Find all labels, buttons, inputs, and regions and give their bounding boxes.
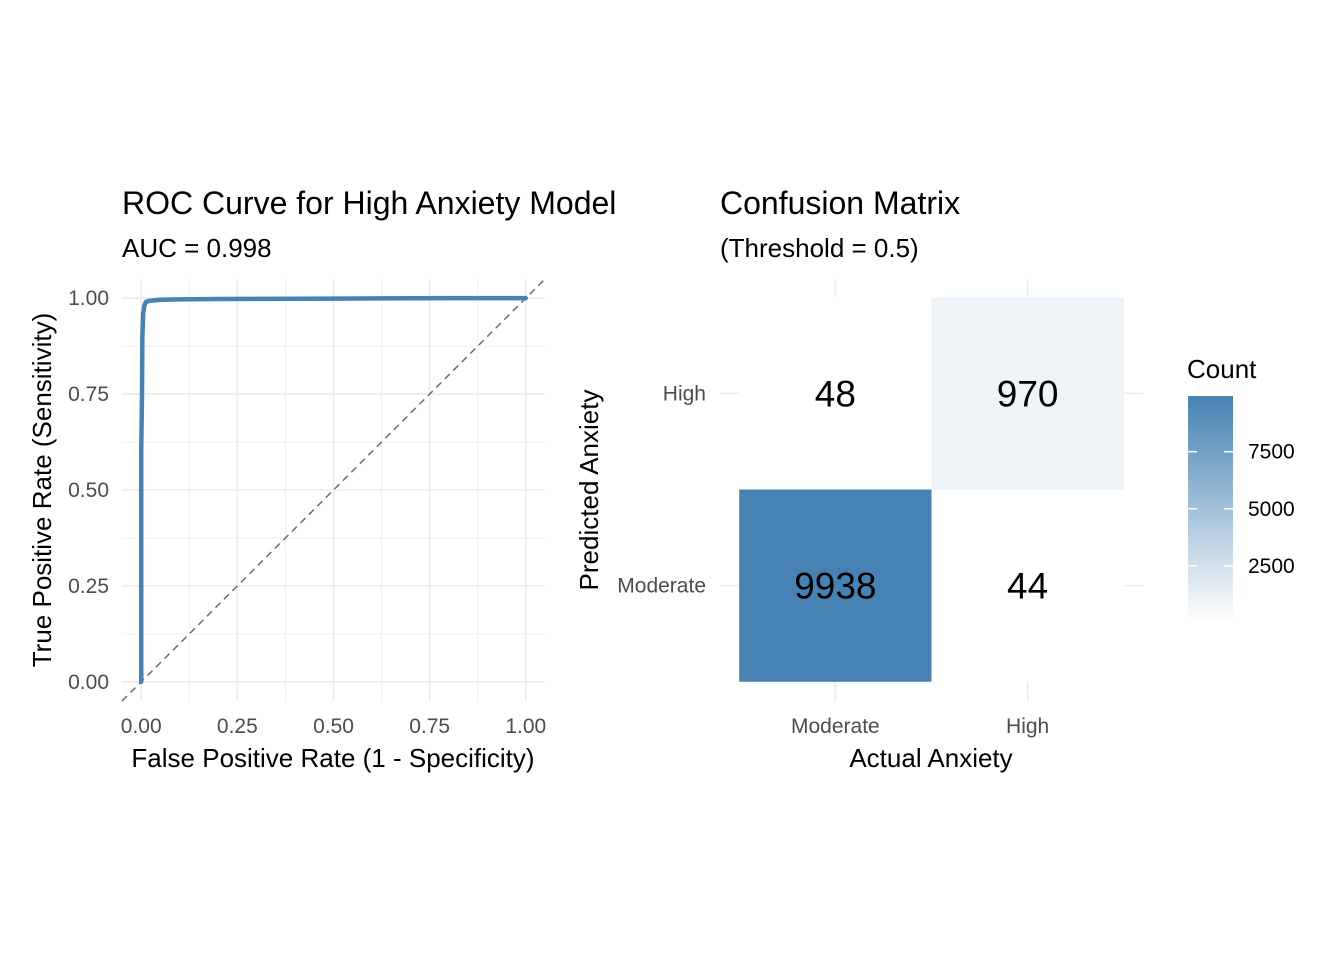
cm-cell-value: 48: [815, 373, 856, 414]
cm-x-tick-label: Moderate: [791, 715, 880, 738]
roc-x-ticks: 0.00 0.25 0.50 0.75 1.00: [121, 715, 546, 738]
cm-x-axis-title: Actual Anxiety: [849, 743, 1012, 773]
roc-curve-line: [138, 295, 529, 685]
roc-y-tick-label: 0.50: [68, 479, 109, 502]
cm-cell-value: 970: [997, 373, 1059, 414]
cm-cell-value: 9938: [794, 566, 876, 607]
cm-cell-high-moderate: [739, 297, 932, 490]
roc-y-tick-label: 0.00: [68, 671, 109, 694]
cm-x-tick-label: High: [1006, 715, 1049, 738]
legend-tick-label: 2500: [1248, 555, 1295, 578]
roc-x-tick-label: 0.50: [313, 715, 354, 738]
cm-y-tick-label: Moderate: [617, 575, 706, 598]
roc-x-tick-label: 0.75: [409, 715, 450, 738]
cm-cell-moderate-high: [931, 489, 1124, 682]
cm-x-ticks: Moderate High: [791, 715, 1049, 738]
roc-y-axis-title: True Positive Rate (Sensitivity): [27, 313, 57, 667]
roc-y-ticks: 0.00 0.25 0.50 0.75 1.00: [68, 287, 109, 694]
roc-y-tick-label: 0.75: [68, 383, 109, 406]
legend-ticks: 2500 5000 7500: [1188, 441, 1295, 578]
roc-title: ROC Curve for High Anxiety Model: [122, 185, 616, 221]
roc-diagonal-reference: [121, 278, 546, 702]
roc-reference-line: [121, 278, 546, 702]
cm-y-tick-label: High: [663, 382, 706, 405]
roc-y-tick-label: 1.00: [68, 287, 109, 310]
roc-x-axis-title: False Positive Rate (1 - Specificity): [131, 743, 534, 773]
roc-series: [138, 295, 529, 685]
cm-legend: Count 2500 5000 7500: [1187, 354, 1295, 622]
cm-cell-moderate-moderate: [739, 489, 932, 682]
roc-y-tick-label: 0.25: [68, 575, 109, 598]
legend-tick-label: 5000: [1248, 498, 1295, 521]
roc-x-tick-label: 0.00: [121, 715, 162, 738]
cm-y-axis-title: Predicted Anxiety: [574, 390, 604, 591]
cm-title: Confusion Matrix: [720, 185, 960, 221]
roc-x-tick-label: 0.25: [217, 715, 258, 738]
cm-cells: [739, 297, 1124, 682]
cm-cell-value: 44: [1007, 566, 1048, 607]
cm-cell-high-high: [931, 297, 1124, 490]
roc-panel: ROC Curve for High Anxiety Model AUC = 0…: [27, 185, 616, 773]
cm-y-ticks: Moderate High: [617, 382, 706, 597]
roc-subtitle: AUC = 0.998: [122, 233, 272, 263]
cm-subtitle: (Threshold = 0.5): [720, 233, 919, 263]
confusion-matrix-panel: Confusion Matrix (Threshold = 0.5) 48 970…: [574, 185, 1143, 773]
legend-title: Count: [1187, 354, 1257, 384]
roc-x-tick-label: 1.00: [505, 715, 546, 738]
legend-tick-label: 7500: [1248, 441, 1295, 464]
cm-cell-labels: 48 970 9938 44: [794, 373, 1058, 606]
